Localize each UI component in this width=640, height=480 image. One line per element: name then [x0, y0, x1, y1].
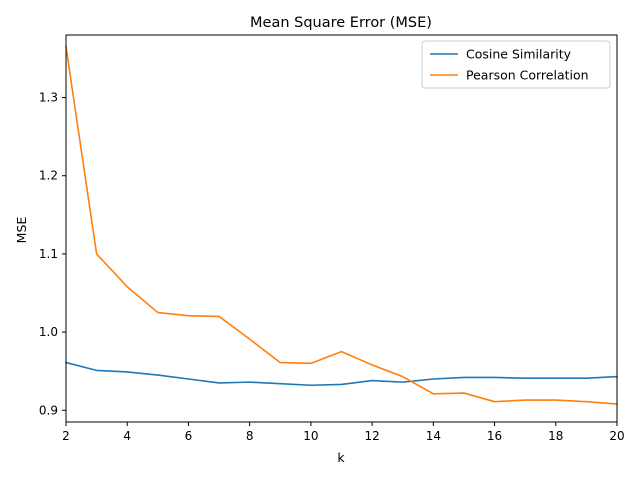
ticks-layer: 2 4 6 8 10 12 14 16 18 20 0.9 1.0 1.1 1.2 1.3 [39, 91, 625, 443]
series-line-1 [65, 361, 618, 387]
y-tick-label: 1.2 [39, 169, 58, 183]
x-tick-label: 8 [246, 429, 254, 443]
legend-label-1: Cosine Similarity [466, 47, 572, 62]
y-tick-label: 1.3 [39, 91, 58, 105]
x-tick-label: 12 [364, 429, 379, 443]
legend-box [421, 40, 611, 89]
x-tick-label: 10 [303, 429, 318, 443]
x-tick-label: 18 [548, 429, 563, 443]
y-axis-label: MSE [14, 217, 29, 244]
x-tick-label: 6 [185, 429, 193, 443]
x-tick-label: 2 [62, 429, 70, 443]
x-tick-label: 4 [123, 429, 131, 443]
y-tick-label: 1.1 [39, 247, 58, 261]
x-tick-label: 14 [426, 429, 441, 443]
y-tick-label: 1.0 [39, 325, 58, 339]
x-tick-label: 16 [487, 429, 502, 443]
y-tick-label: 0.9 [39, 403, 58, 417]
series-line-2 [65, 45, 618, 405]
series-layer [65, 45, 618, 405]
chart-title: Mean Square Error (MSE) [250, 15, 432, 31]
plot-frame [65, 34, 618, 423]
legend: Cosine Similarity Pearson Correlation [421, 40, 611, 89]
legend-label-2: Pearson Correlation [466, 68, 589, 83]
x-axis-label: k [337, 450, 345, 465]
x-tick-label: 20 [609, 429, 624, 443]
